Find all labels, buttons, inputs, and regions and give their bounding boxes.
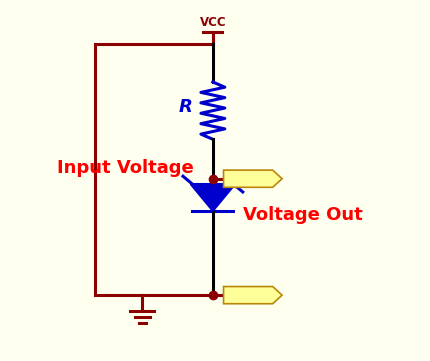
Polygon shape — [190, 184, 235, 211]
Text: Input Voltage: Input Voltage — [57, 159, 194, 177]
Text: R: R — [178, 98, 192, 116]
Text: Vz: Vz — [239, 172, 255, 185]
Text: OV: OV — [238, 289, 257, 302]
Text: VCC: VCC — [200, 16, 226, 29]
Polygon shape — [224, 170, 282, 187]
Polygon shape — [224, 287, 282, 304]
Text: Voltage Out: Voltage Out — [243, 205, 362, 223]
